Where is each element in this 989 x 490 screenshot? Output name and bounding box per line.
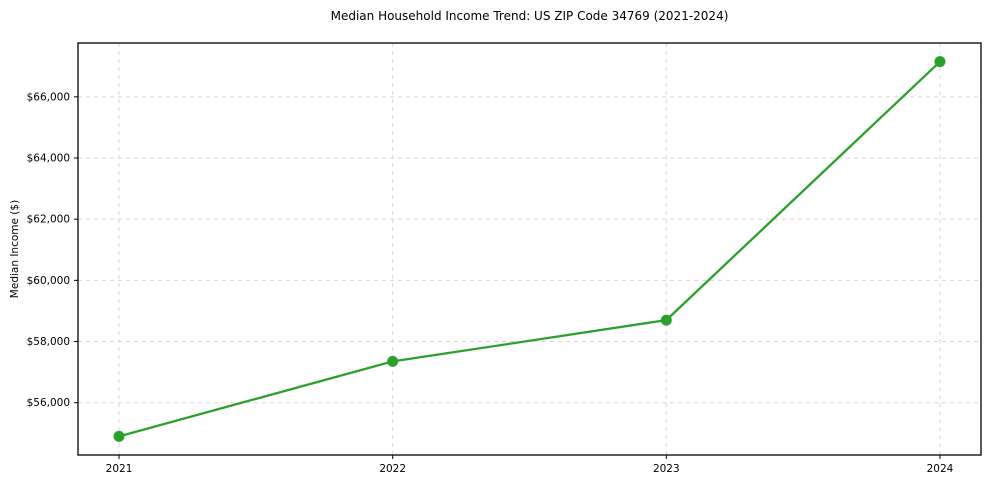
tick-label-layer: $56,000 $58,000 $60,000 $62,000 $64,000 $66,0… [27, 91, 954, 475]
data-point-marker [660, 314, 672, 326]
x-tick-label: 2023 [653, 463, 680, 475]
x-tick-label: 2024 [927, 463, 954, 475]
y-tick-label: $60,000 [27, 275, 70, 287]
data-point-marker [113, 430, 125, 442]
y-axis-label: Median Income ($) [9, 199, 21, 299]
y-tick-label: $66,000 [27, 91, 70, 103]
y-tick-label: $64,000 [27, 153, 70, 165]
x-tick-label: 2021 [106, 463, 133, 475]
x-tick-label: 2022 [379, 463, 406, 475]
axes-layer [74, 42, 982, 459]
data-layer [113, 56, 946, 442]
y-tick-label: $56,000 [27, 397, 70, 409]
data-point-marker [934, 56, 946, 68]
plot-border [77, 42, 982, 456]
y-tick-label: $62,000 [27, 214, 70, 226]
data-point-marker [387, 355, 399, 367]
trend-line [117, 60, 942, 438]
grid-layer [78, 43, 981, 455]
y-tick-label: $58,000 [27, 336, 70, 348]
chart-title: Median Household Income Trend: US ZIP Co… [330, 9, 729, 23]
